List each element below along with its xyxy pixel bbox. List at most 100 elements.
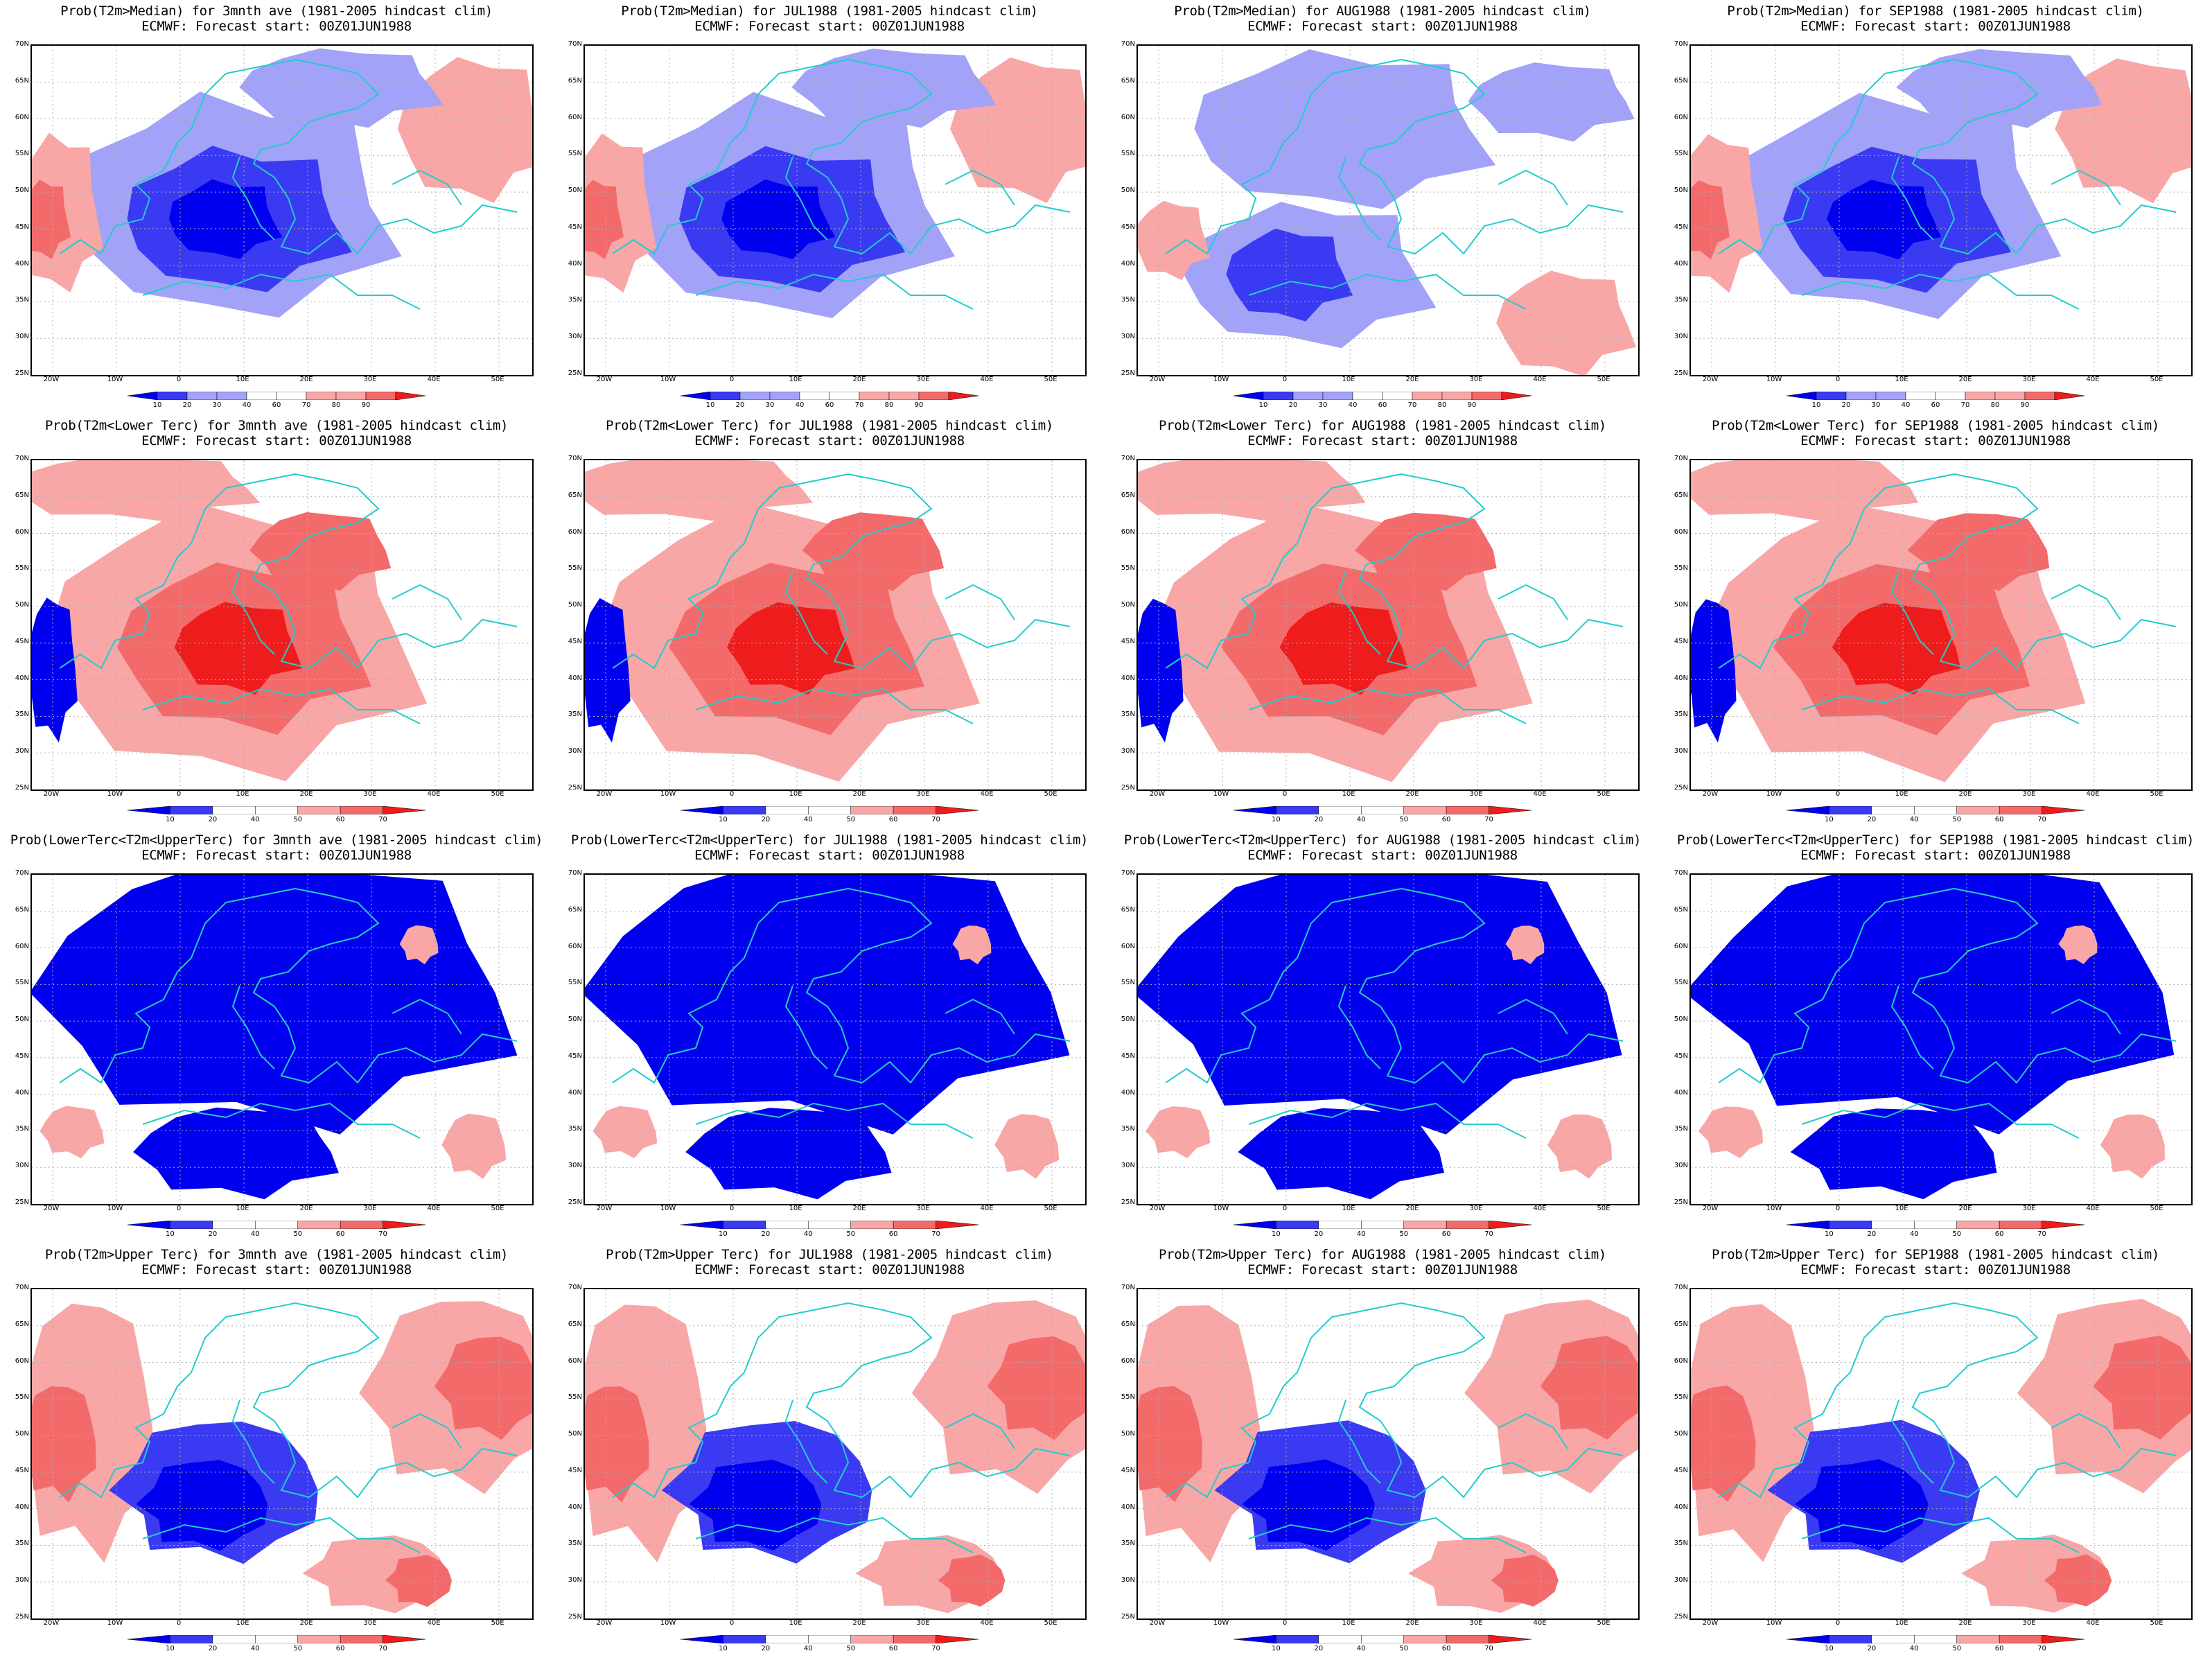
colorbar-segment <box>723 806 766 814</box>
probability-contour <box>721 179 836 259</box>
colorbar-segment <box>1318 1221 1362 1229</box>
latitude-label: 25N <box>1121 369 1135 377</box>
longitude-label: 30E <box>2022 790 2036 798</box>
latitude-label: 25N <box>1121 1613 1135 1621</box>
probability-map <box>583 873 1087 1205</box>
colorbar-label: 10 <box>1825 816 1834 823</box>
colorbar-segment <box>1234 806 1276 814</box>
map-svg <box>585 46 1085 375</box>
colorbar-segment <box>1845 392 1877 400</box>
colorbar-segment <box>1403 806 1447 814</box>
map-svg <box>1138 460 1638 789</box>
probability-contour <box>1138 875 1622 1135</box>
colorbar-segment <box>170 1221 213 1229</box>
probability-map <box>1136 459 1640 791</box>
colorbar-segment <box>710 392 741 400</box>
latitude-label: 55N <box>15 979 29 987</box>
latitude-label: 50N <box>1121 1015 1135 1024</box>
colorbar-label: 70 <box>378 1645 387 1652</box>
longitude-label: 20E <box>852 1205 866 1212</box>
longitude-label: 10W <box>107 1619 123 1627</box>
colorbar-label: 90 <box>914 401 924 409</box>
longitude-label: 20E <box>299 1619 313 1627</box>
longitude-label: 50E <box>2150 790 2163 798</box>
longitude-label: 30E <box>1469 1619 1483 1627</box>
colorbar-label: 70 <box>931 1230 940 1238</box>
longitude-label: 20W <box>43 376 60 383</box>
colorbar-label: 40 <box>250 1230 260 1238</box>
longitude-label: 20E <box>299 1205 313 1212</box>
colorbar-segment <box>306 392 337 400</box>
colorbar-label: 70 <box>1484 1230 1493 1238</box>
map-panel: Prob(T2m<Lower Terc) for JUL1988 (1981-2… <box>553 414 1106 829</box>
latitude-label: 55N <box>15 150 29 158</box>
colorbar-label: 10 <box>1825 1645 1834 1652</box>
colorbar-label: 10 <box>152 401 162 409</box>
colorbar-label: 40 <box>1909 1645 1919 1652</box>
latitude-label: 30N <box>568 333 582 341</box>
colorbar-label: 30 <box>1318 401 1328 409</box>
latitude-label: 45N <box>1121 1051 1135 1060</box>
probability-contour <box>1194 49 1496 209</box>
latitude-label: 50N <box>15 1015 29 1024</box>
colorbar <box>681 1221 978 1229</box>
colorbar-segment <box>170 806 213 814</box>
latitude-label: 35N <box>15 710 29 719</box>
longitude-label: 50E <box>1597 1619 1610 1627</box>
colorbar-label: 70 <box>931 816 940 823</box>
probability-map <box>1689 1288 2193 1620</box>
longitude-label: 10W <box>1766 1205 1782 1212</box>
colorbar-label: 70 <box>2037 816 2046 823</box>
latitude-label: 35N <box>1674 1539 1688 1548</box>
latitude-label: 60N <box>1674 527 1688 536</box>
colorbar-segment <box>765 1221 809 1229</box>
probability-contour <box>441 1113 507 1179</box>
coastline <box>59 58 518 310</box>
colorbar-label: 80 <box>884 401 894 409</box>
colorbar-segment <box>1441 392 1473 400</box>
longitude-label: 30E <box>1469 1205 1483 1212</box>
panel-subtitle: ECMWF: Forecast start: 00Z01JUN1988 <box>694 19 965 34</box>
colorbar <box>681 1635 978 1643</box>
probability-map <box>30 873 534 1205</box>
colorbar-segment <box>1999 1635 2042 1643</box>
colorbar-segment <box>297 1221 341 1229</box>
longitude-label: 50E <box>2150 376 2163 383</box>
colorbar-label: 50 <box>1399 1645 1409 1652</box>
latitude-label: 25N <box>15 784 29 792</box>
map-svg <box>1138 1289 1638 1618</box>
colorbar-label: 80 <box>1437 401 1447 409</box>
colorbar-label: 20 <box>735 401 745 409</box>
panel-subtitle: ECMWF: Forecast start: 00Z01JUN1988 <box>141 1262 412 1277</box>
colorbar <box>1787 1635 2084 1643</box>
map-panel: Prob(T2m>Median) for JUL1988 (1981-2005 … <box>553 0 1106 414</box>
latitude-label: 50N <box>1121 186 1135 195</box>
colorbar-segment <box>383 806 425 814</box>
longitude-label: 10W <box>1213 376 1229 383</box>
colorbar-segment <box>128 806 170 814</box>
colorbar-segment <box>2024 392 2055 400</box>
colorbar-label: 10 <box>1272 816 1281 823</box>
latitude-label: 65N <box>1121 491 1135 499</box>
latitude-label: 55N <box>1674 150 1688 158</box>
probability-map <box>1689 873 2193 1205</box>
panel-subtitle: ECMWF: Forecast start: 00Z01JUN1988 <box>1800 848 2071 863</box>
latitude-label: 50N <box>568 1430 582 1438</box>
probability-map <box>1136 873 1640 1205</box>
colorbar-segment <box>850 806 894 814</box>
map-svg <box>1691 460 2191 789</box>
colorbar-segment <box>1829 1635 1872 1643</box>
probability-contour <box>1138 200 1210 281</box>
longitude-label: 0 <box>1282 376 1288 383</box>
map-panel: Prob(T2m>Median) for AUG1988 (1981-2005 … <box>1106 0 1659 414</box>
longitude-label: 40E <box>2086 376 2100 383</box>
latitude-label: 25N <box>15 1613 29 1621</box>
panel-title: Prob(T2m>Median) for JUL1988 (1981-2005 … <box>621 3 1038 19</box>
latitude-label: 55N <box>1674 1393 1688 1402</box>
colorbar <box>1234 1221 1531 1229</box>
longitude-label: 20W <box>43 1205 60 1212</box>
latitude-label: 60N <box>15 942 29 950</box>
latitude-label: 60N <box>1674 1356 1688 1365</box>
longitude-label: 30E <box>916 376 930 383</box>
